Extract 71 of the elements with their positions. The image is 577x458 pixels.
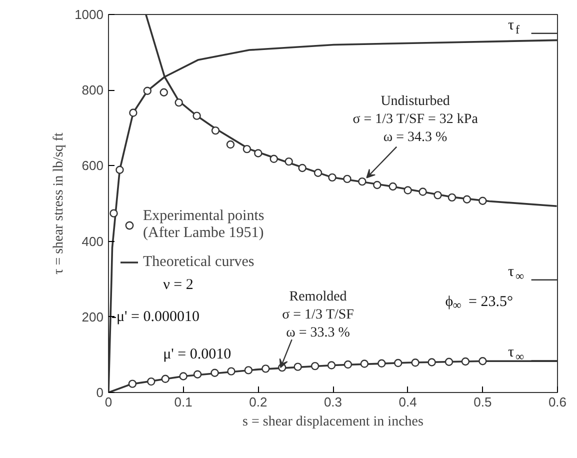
point: [226, 140, 235, 149]
point: [298, 164, 306, 172]
point: [478, 196, 487, 205]
point: [378, 359, 386, 368]
point: [211, 126, 220, 135]
y-axis-title: τ = shear stress in lb/sq ft: [52, 132, 67, 274]
y-tick-label: 200: [82, 309, 104, 324]
annotation: Undisturbed σ = 1/3 T/SF = 32 kPa ω = 34.3 %: [352, 94, 479, 145]
x-tick-label: 0.1: [174, 394, 192, 410]
point: [404, 186, 412, 194]
point: [262, 364, 270, 373]
x-tick-label: 0.4: [398, 394, 417, 410]
annotation: -μ' = 0.000010: [111, 308, 200, 325]
x-tick-label: 0.2: [249, 394, 268, 410]
y-tick-label: 1000: [74, 7, 104, 22]
y-tick-label: 800: [82, 82, 104, 98]
x-tick-label: 0.3: [324, 394, 342, 410]
y-tick-label: 600: [82, 158, 104, 174]
point: [116, 166, 124, 174]
point: [461, 357, 470, 366]
point: [448, 193, 456, 202]
point: [110, 209, 118, 218]
point: [462, 195, 472, 204]
x-tick-label: 0.6: [548, 394, 567, 410]
legend-label: Experimental points (After Lambe 1951): [143, 208, 264, 242]
point: [411, 358, 420, 367]
point: [314, 168, 322, 177]
point: [284, 157, 293, 166]
y-tick-label: 400: [82, 234, 104, 249]
point: [394, 358, 402, 368]
point: [227, 367, 236, 376]
point: [478, 357, 487, 366]
point: [294, 362, 302, 371]
point: [444, 358, 454, 366]
y-tick-label: 0: [96, 385, 104, 400]
point: [193, 370, 202, 378]
point: [128, 380, 137, 388]
point: [147, 377, 156, 386]
point: [434, 191, 442, 200]
point: [373, 180, 382, 190]
point: [161, 374, 170, 383]
point: [344, 360, 352, 369]
point: [328, 173, 336, 182]
point: [244, 366, 253, 374]
point: [129, 108, 138, 117]
annotation: τ∞: [508, 264, 525, 283]
point: [254, 149, 262, 158]
annotation: τ∞: [508, 344, 525, 364]
x-axis-title: s = shear displacement in inches: [242, 414, 424, 430]
annotation: ϕ∞ = 23.5°: [445, 294, 513, 312]
point: [210, 368, 219, 377]
x-tick-label: 0.5: [474, 394, 492, 410]
point: [174, 98, 183, 107]
annotation: Remolded σ = 1/3 T/SF ω = 33.3 %: [282, 290, 354, 341]
legend-label: Theoretical curves: [143, 254, 254, 270]
point: [327, 361, 336, 370]
point: [143, 86, 152, 95]
point: [179, 372, 188, 380]
point: [418, 188, 427, 196]
point: [343, 174, 352, 184]
point: [360, 360, 369, 368]
point: [388, 182, 397, 191]
annotation: μ' = 0.0010: [163, 346, 232, 363]
point: [160, 88, 168, 96]
point: [428, 358, 436, 366]
point: [242, 144, 252, 154]
point: [270, 154, 278, 163]
annotation: ν = 2: [163, 276, 194, 293]
point: [310, 362, 320, 370]
point: [358, 177, 366, 186]
point: [192, 112, 201, 120]
